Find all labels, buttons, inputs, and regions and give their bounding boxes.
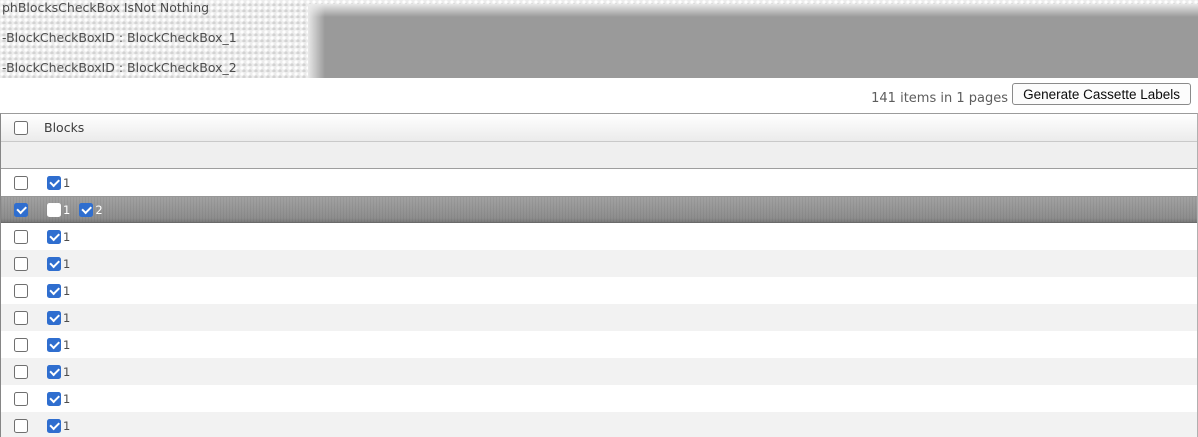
block-item: 1	[47, 175, 71, 190]
blocks-cell: 1	[35, 256, 1197, 271]
row-select-cell	[1, 229, 35, 244]
row-select-cell	[1, 337, 35, 352]
block-label: 1	[63, 256, 71, 271]
row-select-checkbox[interactable]	[14, 337, 28, 352]
block-item: 1	[47, 229, 71, 244]
table-row[interactable]: 1	[1, 250, 1197, 277]
block-label: 1	[63, 364, 71, 379]
items-count-label: 141 items in 1 pages	[871, 91, 1008, 106]
block-label: 1	[63, 175, 71, 190]
row-select-checkbox[interactable]	[14, 310, 28, 325]
row-select-checkbox[interactable]	[14, 202, 28, 217]
row-select-checkbox[interactable]	[14, 283, 28, 298]
block-checkbox[interactable]	[47, 175, 61, 190]
row-select-cell	[1, 364, 35, 379]
row-select-cell	[1, 418, 35, 433]
table-row[interactable]: 1	[1, 358, 1197, 385]
blocks-cell: 1	[35, 418, 1197, 433]
block-item: 1	[47, 202, 71, 217]
block-checkbox[interactable]	[47, 310, 61, 325]
blocks-cell: 1	[35, 337, 1197, 352]
table-row[interactable]: 1	[1, 277, 1197, 304]
blocks-cell: 1	[35, 391, 1197, 406]
block-label: 1	[63, 229, 71, 244]
generate-cassette-labels-button[interactable]: Generate Cassette Labels	[1012, 83, 1191, 105]
debug-line: phBlocksCheckBox IsNot Nothing	[2, 0, 210, 15]
row-select-cell	[1, 391, 35, 406]
table-row[interactable]: 1	[1, 331, 1197, 358]
table-row[interactable]: 1	[1, 169, 1197, 196]
block-item: 1	[47, 256, 71, 271]
block-checkbox[interactable]	[47, 283, 61, 298]
row-select-checkbox[interactable]	[14, 175, 28, 190]
block-checkbox[interactable]	[79, 202, 94, 217]
block-checkbox[interactable]	[47, 202, 61, 217]
block-checkbox[interactable]	[47, 418, 61, 433]
debug-panel: phBlocksCheckBox IsNot Nothing -BlockChe…	[0, 0, 1198, 78]
select-all-checkbox[interactable]	[14, 120, 28, 135]
block-label: 2	[95, 202, 103, 217]
row-select-cell	[1, 202, 35, 217]
block-checkbox[interactable]	[47, 337, 61, 352]
block-checkbox[interactable]	[47, 256, 61, 271]
block-item: 1	[47, 310, 71, 325]
select-all-cell	[1, 120, 35, 135]
row-select-checkbox[interactable]	[14, 256, 28, 271]
block-label: 1	[63, 391, 71, 406]
row-select-checkbox[interactable]	[14, 364, 28, 379]
block-label: 1	[63, 202, 71, 217]
row-select-cell	[1, 175, 35, 190]
row-select-checkbox[interactable]	[14, 229, 28, 244]
table-row[interactable]: 1	[1, 412, 1197, 437]
blocks-column-header: Blocks	[44, 120, 85, 135]
grid-header-row: Blocks	[1, 114, 1197, 142]
row-select-checkbox[interactable]	[14, 418, 28, 433]
block-label: 1	[63, 418, 71, 433]
table-row[interactable]: 1	[1, 304, 1197, 331]
block-label: 1	[63, 310, 71, 325]
block-item: 1	[47, 418, 71, 433]
block-item: 1	[47, 364, 71, 379]
gray-overlay-box	[308, 4, 1198, 78]
block-checkbox[interactable]	[47, 229, 61, 244]
toolbar: 141 items in 1 pages Generate Cassette L…	[0, 78, 1198, 113]
block-item: 1	[47, 337, 71, 352]
block-checkbox[interactable]	[47, 391, 61, 406]
block-label: 1	[63, 337, 71, 352]
table-row[interactable]: 1	[1, 385, 1197, 412]
row-select-cell	[1, 310, 35, 325]
blocks-header-cell: Blocks	[35, 120, 1197, 135]
debug-line: -BlockCheckBoxID : BlockCheckBox_1	[2, 30, 237, 45]
block-item: 2	[79, 202, 103, 217]
block-item: 1	[47, 283, 71, 298]
row-select-cell	[1, 256, 35, 271]
blocks-cell: 1	[35, 310, 1197, 325]
block-item: 1	[47, 391, 71, 406]
table-row[interactable]: 1	[1, 223, 1197, 250]
blocks-cell: 1	[35, 175, 1197, 190]
debug-line: -BlockCheckBoxID : BlockCheckBox_2	[2, 60, 237, 75]
blocks-cell: 1	[35, 229, 1197, 244]
row-select-cell	[1, 283, 35, 298]
row-select-checkbox[interactable]	[14, 391, 28, 406]
grid-filter-row	[1, 142, 1197, 169]
block-label: 1	[63, 283, 71, 298]
block-checkbox[interactable]	[47, 364, 61, 379]
blocks-cell: 1	[35, 364, 1197, 379]
blocks-cell: 1	[35, 283, 1197, 298]
